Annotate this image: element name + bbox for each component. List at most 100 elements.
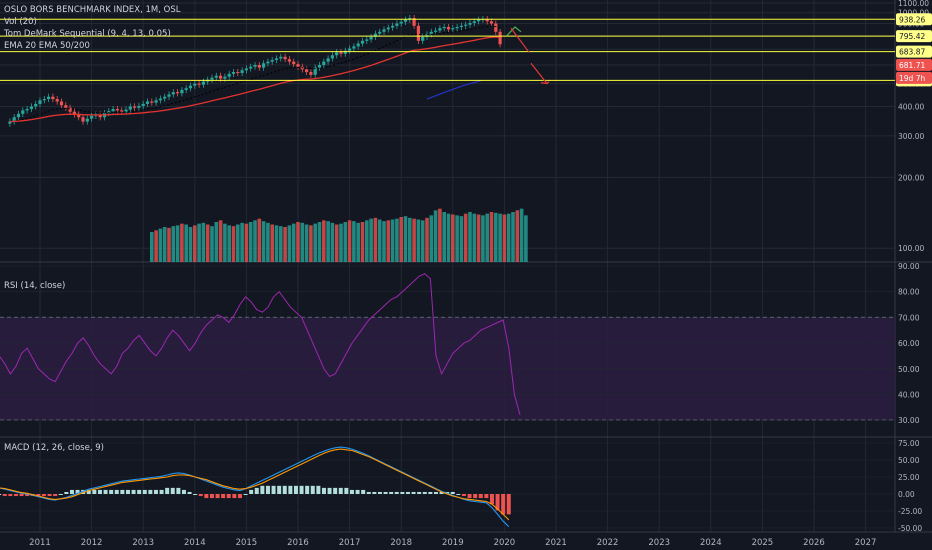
volume-bar (274, 225, 279, 262)
macd-histogram-bar (109, 489, 114, 494)
volume-bar (270, 224, 274, 262)
macd-histogram-bar (120, 489, 125, 494)
candle-body (326, 58, 330, 62)
x-tick-2021: 2021 (545, 538, 567, 548)
ema-20-line (9, 25, 501, 123)
macd-histogram-bar (361, 489, 366, 494)
x-tick-2019: 2019 (442, 538, 464, 548)
volume-bar (481, 215, 485, 262)
macd-histogram-bar (467, 494, 472, 499)
macd-histogram-bar (277, 485, 282, 494)
candle-body (180, 89, 184, 94)
candle-body (25, 109, 29, 111)
macd-histogram-bar (92, 489, 97, 494)
volume-bar (261, 221, 266, 262)
candle-body (141, 103, 145, 106)
candle-body (373, 33, 377, 37)
candle-body (81, 117, 85, 122)
last-price-label: 681.71 (899, 61, 925, 70)
macd-histogram-bar (243, 494, 248, 495)
candle-body (184, 88, 188, 90)
volume-bar (390, 219, 395, 262)
volume-bar (304, 224, 309, 262)
macd-histogram-bar (142, 489, 147, 494)
macd-histogram-bar (64, 491, 69, 494)
candle-body (279, 56, 283, 59)
level-label-box (896, 13, 932, 26)
candle-body (468, 22, 472, 25)
y-tick-price: 100.00 (898, 244, 924, 253)
candle-body (438, 28, 442, 31)
volume-bar (412, 218, 416, 262)
level-label-box (896, 45, 932, 58)
volume-bar (408, 217, 412, 262)
volume-bar (326, 221, 330, 262)
macd-histogram-bar (97, 489, 102, 494)
candle-body (193, 83, 197, 86)
countdown-box (896, 71, 932, 84)
macd-histogram-bar (137, 489, 142, 494)
candle-body (253, 64, 257, 67)
x-tick-2026: 2026 (803, 538, 825, 548)
candle-body (395, 23, 399, 26)
rsi-line (0, 273, 521, 416)
volume-bar (236, 224, 240, 262)
candle-body (124, 109, 128, 112)
macd-histogram-bar (153, 489, 158, 494)
macd-histogram-bar (305, 485, 310, 494)
volume-bar (257, 218, 262, 262)
macd-histogram-bar (450, 491, 455, 494)
candle-body (305, 69, 309, 73)
volume-bar (283, 227, 287, 262)
x-tick-2027: 2027 (855, 538, 877, 548)
macd-histogram-bar (299, 485, 304, 494)
candle-body (171, 92, 175, 95)
candle-body (339, 52, 343, 54)
candle-body (64, 105, 68, 108)
macd-histogram-bar (383, 491, 388, 494)
macd-histogram-bar (439, 491, 444, 494)
candle-body (455, 26, 459, 29)
candle-body (236, 72, 240, 74)
candle-body (145, 101, 150, 104)
candle-body (322, 61, 326, 65)
candle-body (498, 31, 502, 45)
green-arrow (506, 26, 522, 36)
volume-bar (197, 223, 201, 262)
volume-bar (158, 228, 163, 262)
volume-bar (352, 221, 356, 262)
macd-histogram-bar (377, 491, 382, 494)
candle-body (29, 106, 33, 110)
candle-body (257, 64, 261, 68)
candle-body (38, 100, 42, 104)
volume-bar (266, 222, 270, 262)
macd-histogram-bar (103, 489, 108, 494)
candle-body (421, 36, 425, 41)
macd-histogram-bar (282, 485, 287, 494)
macd-histogram-bar (327, 487, 332, 494)
macd-y-tick: 0.00 (898, 490, 915, 499)
volume-bar (322, 220, 326, 262)
candle-body (51, 96, 55, 100)
volume-bar (227, 225, 231, 262)
volume-bar (240, 222, 244, 262)
macd-histogram-bar (293, 485, 298, 494)
volume-bar (382, 221, 386, 262)
candle-body (266, 61, 270, 64)
candle-body (477, 19, 481, 22)
macd-histogram-bar (265, 485, 270, 494)
x-tick-2020: 2020 (494, 538, 516, 548)
macd-histogram-bar (187, 491, 192, 494)
x-tick-2023: 2023 (648, 538, 670, 548)
volume-bar (184, 224, 188, 262)
macd-histogram-bar (372, 491, 377, 494)
candle-body (77, 114, 81, 118)
volume-bar (369, 218, 373, 262)
candle-body (494, 23, 498, 32)
macd-histogram-bar (405, 491, 410, 494)
macd-histogram-bar (422, 491, 427, 494)
volume-bar (218, 220, 223, 262)
candle-body (231, 72, 236, 74)
macd-histogram-bar (260, 485, 265, 494)
